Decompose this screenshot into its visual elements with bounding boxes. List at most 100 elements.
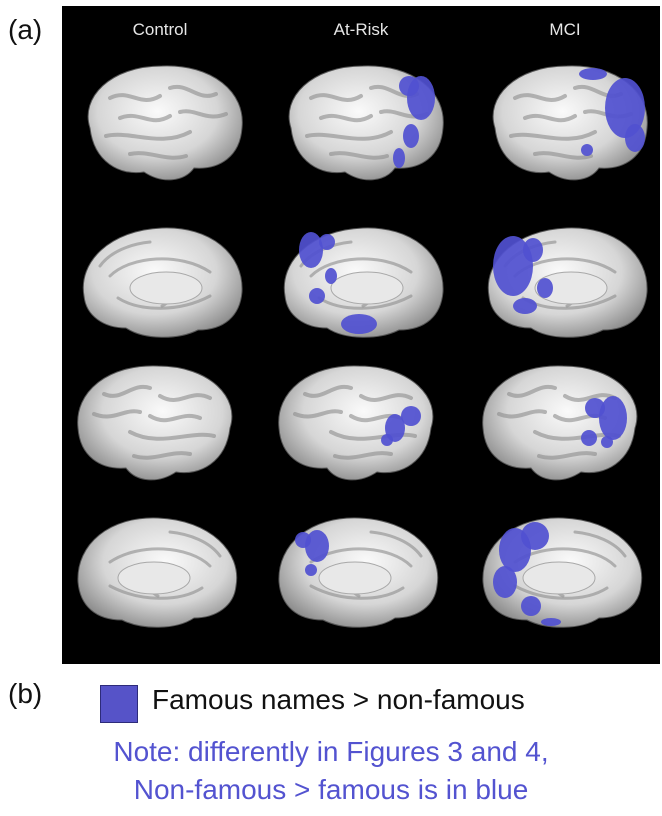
column-header-at-risk: At-Risk — [333, 20, 389, 39]
sulcus-fold — [104, 130, 192, 141]
sulcus-fold — [563, 393, 617, 402]
sulcus-fold — [369, 530, 423, 558]
sulcus-fold — [108, 547, 212, 568]
sulcus-fold — [118, 113, 172, 123]
brain-lateral-right-at-risk — [271, 358, 451, 488]
sulcus-fold — [102, 384, 152, 398]
sulcus-fold — [293, 409, 343, 419]
legend-label: Famous names > non-famous — [152, 684, 525, 715]
note-line-2: Non-famous > famous is in blue — [133, 774, 529, 805]
sulcus-fold — [513, 93, 567, 102]
sulcus-fold — [329, 430, 417, 441]
activation-cluster — [521, 596, 541, 616]
activation-cluster — [579, 68, 607, 80]
sulcus-fold — [537, 451, 597, 460]
sulcus-fold — [317, 294, 413, 310]
sulcus-fold — [507, 384, 557, 398]
note-line-1: Note: differently in Figures 3 and 4, — [113, 736, 549, 767]
sulcus-fold — [178, 109, 228, 119]
sulcus-fold — [497, 409, 547, 419]
brain-lateral-right-control — [70, 358, 250, 488]
activation-cluster — [305, 530, 329, 562]
activation-cluster — [599, 396, 627, 440]
medial-wall — [534, 271, 608, 305]
brain-lateral-left-control — [70, 58, 250, 188]
activation-cluster — [393, 148, 405, 168]
activation-cluster — [605, 78, 645, 138]
cortex-surface — [77, 365, 233, 481]
activation-cluster — [305, 564, 317, 576]
brain-medial-left-mci — [475, 216, 655, 346]
sulcus-fold — [309, 93, 363, 102]
activation-cluster — [401, 406, 421, 426]
activation-cluster — [493, 566, 517, 598]
brain-lateral-left-mci — [475, 58, 655, 188]
sulcus-fold — [309, 584, 405, 600]
sulcus-fold — [513, 584, 609, 600]
panel-a-label: (a) — [8, 14, 43, 45]
sulcus-fold — [333, 451, 393, 460]
brain-medial-left-control — [70, 216, 250, 346]
sulcus-fold — [319, 113, 373, 123]
sulcus-fold — [158, 393, 212, 402]
sulcus-fold — [305, 130, 393, 141]
brain-medial-right-control — [70, 506, 250, 636]
sulcus-fold — [132, 451, 192, 460]
column-header-mci: MCI — [549, 20, 581, 39]
sulcus-fold — [509, 130, 597, 141]
medial-wall — [129, 271, 203, 305]
sulcus-fold — [128, 430, 216, 441]
activation-cluster — [513, 298, 537, 314]
activation-cluster — [381, 434, 393, 446]
cortex-surface — [87, 65, 243, 181]
sulcus-fold — [309, 257, 413, 278]
activation-cluster — [523, 238, 543, 262]
sulcus-fold — [128, 151, 188, 160]
panel-b-label: (b) — [8, 678, 43, 709]
sulcus-fold — [533, 151, 593, 160]
brain-lateral-left-at-risk — [271, 58, 451, 188]
sulcus-fold — [573, 530, 627, 558]
brain-figure: Control At-Risk MCI — [62, 6, 660, 664]
sulcus-fold — [359, 393, 413, 402]
activation-cluster — [319, 234, 335, 250]
brain-lateral-right-mci — [475, 358, 655, 488]
sulcus-fold — [329, 151, 389, 160]
sulcus-fold — [168, 530, 222, 558]
activation-cluster — [493, 236, 533, 296]
column-header-control: Control — [132, 20, 188, 39]
sulcus-fold — [108, 584, 204, 600]
legend-swatch — [100, 685, 138, 723]
activation-cluster — [309, 288, 325, 304]
medial-wall — [117, 561, 191, 595]
activation-cluster — [537, 278, 553, 298]
activation-cluster — [499, 528, 531, 572]
sulcus-fold — [148, 413, 202, 423]
activation-cluster — [581, 430, 597, 446]
activation-cluster — [625, 124, 645, 152]
sulcus-fold — [303, 384, 353, 398]
sulcus-fold — [168, 84, 218, 98]
medial-wall — [318, 561, 392, 595]
activation-cluster — [601, 436, 613, 448]
sulcus-fold — [523, 113, 577, 123]
sulcus-fold — [92, 409, 142, 419]
sulcus-fold — [108, 93, 162, 102]
brain-medial-left-at-risk — [271, 216, 451, 346]
sulcus-fold — [108, 257, 212, 278]
medial-wall — [330, 271, 404, 305]
medial-wall — [522, 561, 596, 595]
activation-cluster — [341, 314, 377, 334]
brain-medial-right-mci — [475, 506, 655, 636]
activation-cluster — [299, 232, 323, 268]
brain-medial-right-at-risk — [271, 506, 451, 636]
activation-cluster — [585, 398, 605, 418]
activation-cluster — [295, 532, 311, 548]
sulcus-fold — [98, 240, 152, 268]
activation-cluster — [541, 618, 561, 626]
activation-cluster — [325, 268, 337, 284]
activation-cluster — [581, 144, 593, 156]
sulcus-fold — [116, 294, 212, 310]
activation-cluster — [399, 76, 419, 96]
activation-cluster — [403, 124, 419, 148]
